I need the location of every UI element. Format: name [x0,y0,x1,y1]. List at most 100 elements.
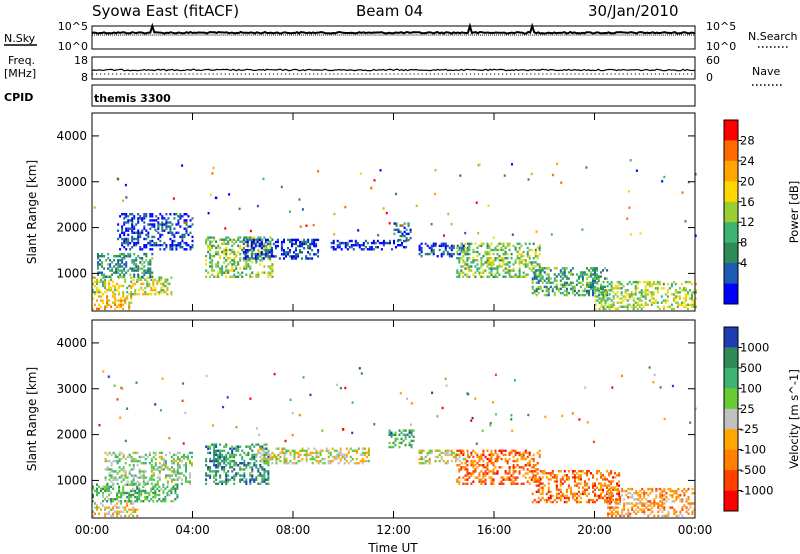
echo-cell [401,244,404,247]
echo-cell [368,246,371,249]
echo-cell [301,242,304,246]
echo-cell [126,480,129,483]
echo-cell [634,287,637,290]
echo-cell [273,453,276,457]
echo-cell [460,271,463,274]
echo-cell [187,233,190,237]
echo-cell [480,478,483,481]
echo-cell [420,455,423,459]
echo-cell [581,490,584,493]
echo-cell [225,275,228,278]
echo-cell [663,506,666,509]
echo-cell [675,510,678,513]
echo-cell [621,374,623,378]
nave-dot [590,73,592,75]
echo-cell [159,248,162,251]
echo-cell [133,244,136,247]
echo-cell [106,288,109,292]
echo-cell [561,271,564,274]
echo-cell [279,451,282,455]
echo-cell [618,472,621,475]
echo-cell [233,476,236,479]
echo-cell [502,248,505,252]
echo-cell [265,453,268,457]
echo-cell [430,451,433,455]
echo-cell [363,453,366,457]
echo-cell [118,293,121,296]
echo-cell [108,468,111,471]
echo-cell [219,451,222,455]
x-tick-label: 12:00 [376,523,411,537]
echo-cell [482,480,485,483]
echo-cell [592,476,595,479]
echo-cell [235,265,238,268]
echo-cell [468,246,471,250]
colorbar-tick-label: 16 [740,195,755,209]
echo-cell [590,287,593,291]
echo-cell [549,490,552,493]
echo-cell [488,457,491,461]
echo-cell [217,250,220,254]
echo-cell [114,284,117,288]
echo-cell [608,282,611,286]
echo-cell [536,257,539,260]
echo-cell [325,447,328,450]
colorbar-swatch [724,470,738,491]
nsearch-dot [614,34,616,36]
echo-cell [185,221,188,224]
echo-cell [125,271,128,274]
echo-cell [602,484,605,487]
echo-cell [104,508,107,511]
echo-cell [108,487,111,490]
echo-cell [528,482,531,485]
echo-cell [474,259,477,262]
echo-cell [658,280,661,284]
echo-cell [161,221,164,224]
echo-cell [482,453,485,457]
nsearch-dot [530,34,532,36]
echo-cell [450,451,453,455]
echo-cell [631,506,634,509]
echo-cell [668,305,671,308]
echo-cell [508,466,511,469]
echo-cell [233,474,236,477]
echo-cell [418,246,421,250]
echo-cell [269,236,272,239]
echo-cell [522,474,525,477]
echo-cell [640,295,643,298]
echo-cell [327,449,330,452]
echo-cell [662,307,665,311]
echo-cell [274,247,277,250]
cpid-panel: themis 3300 CPID [4,84,696,107]
echo-cell [672,299,675,302]
echo-cell [137,233,140,237]
echo-cell [420,242,423,245]
nsearch-dot [349,34,351,36]
echo-cell [486,457,489,461]
echo-cell [260,253,263,256]
echo-cell [588,492,591,496]
echo-cell [514,379,516,382]
echo-cell [695,282,698,286]
nave-dot [642,73,644,75]
echo-cell [460,246,463,250]
echo-cell [295,242,298,246]
echo-cell [165,225,168,228]
echo-cell [152,466,155,469]
echo-cell [125,213,128,216]
echo-cell [675,492,678,495]
echo-cell [175,213,178,216]
echo-cell [520,453,523,457]
echo-cell [474,250,477,254]
echo-cell [205,275,208,278]
echo-cell [139,217,142,220]
echo-cell [627,502,630,505]
echo-cell [221,242,224,245]
echo-cell [108,510,111,513]
echo-cell [276,238,279,242]
echo-cell [610,282,613,286]
echo-cell [662,282,665,286]
echo-cell [267,275,270,278]
echo-cell [205,472,208,475]
echo-cell [103,267,106,270]
